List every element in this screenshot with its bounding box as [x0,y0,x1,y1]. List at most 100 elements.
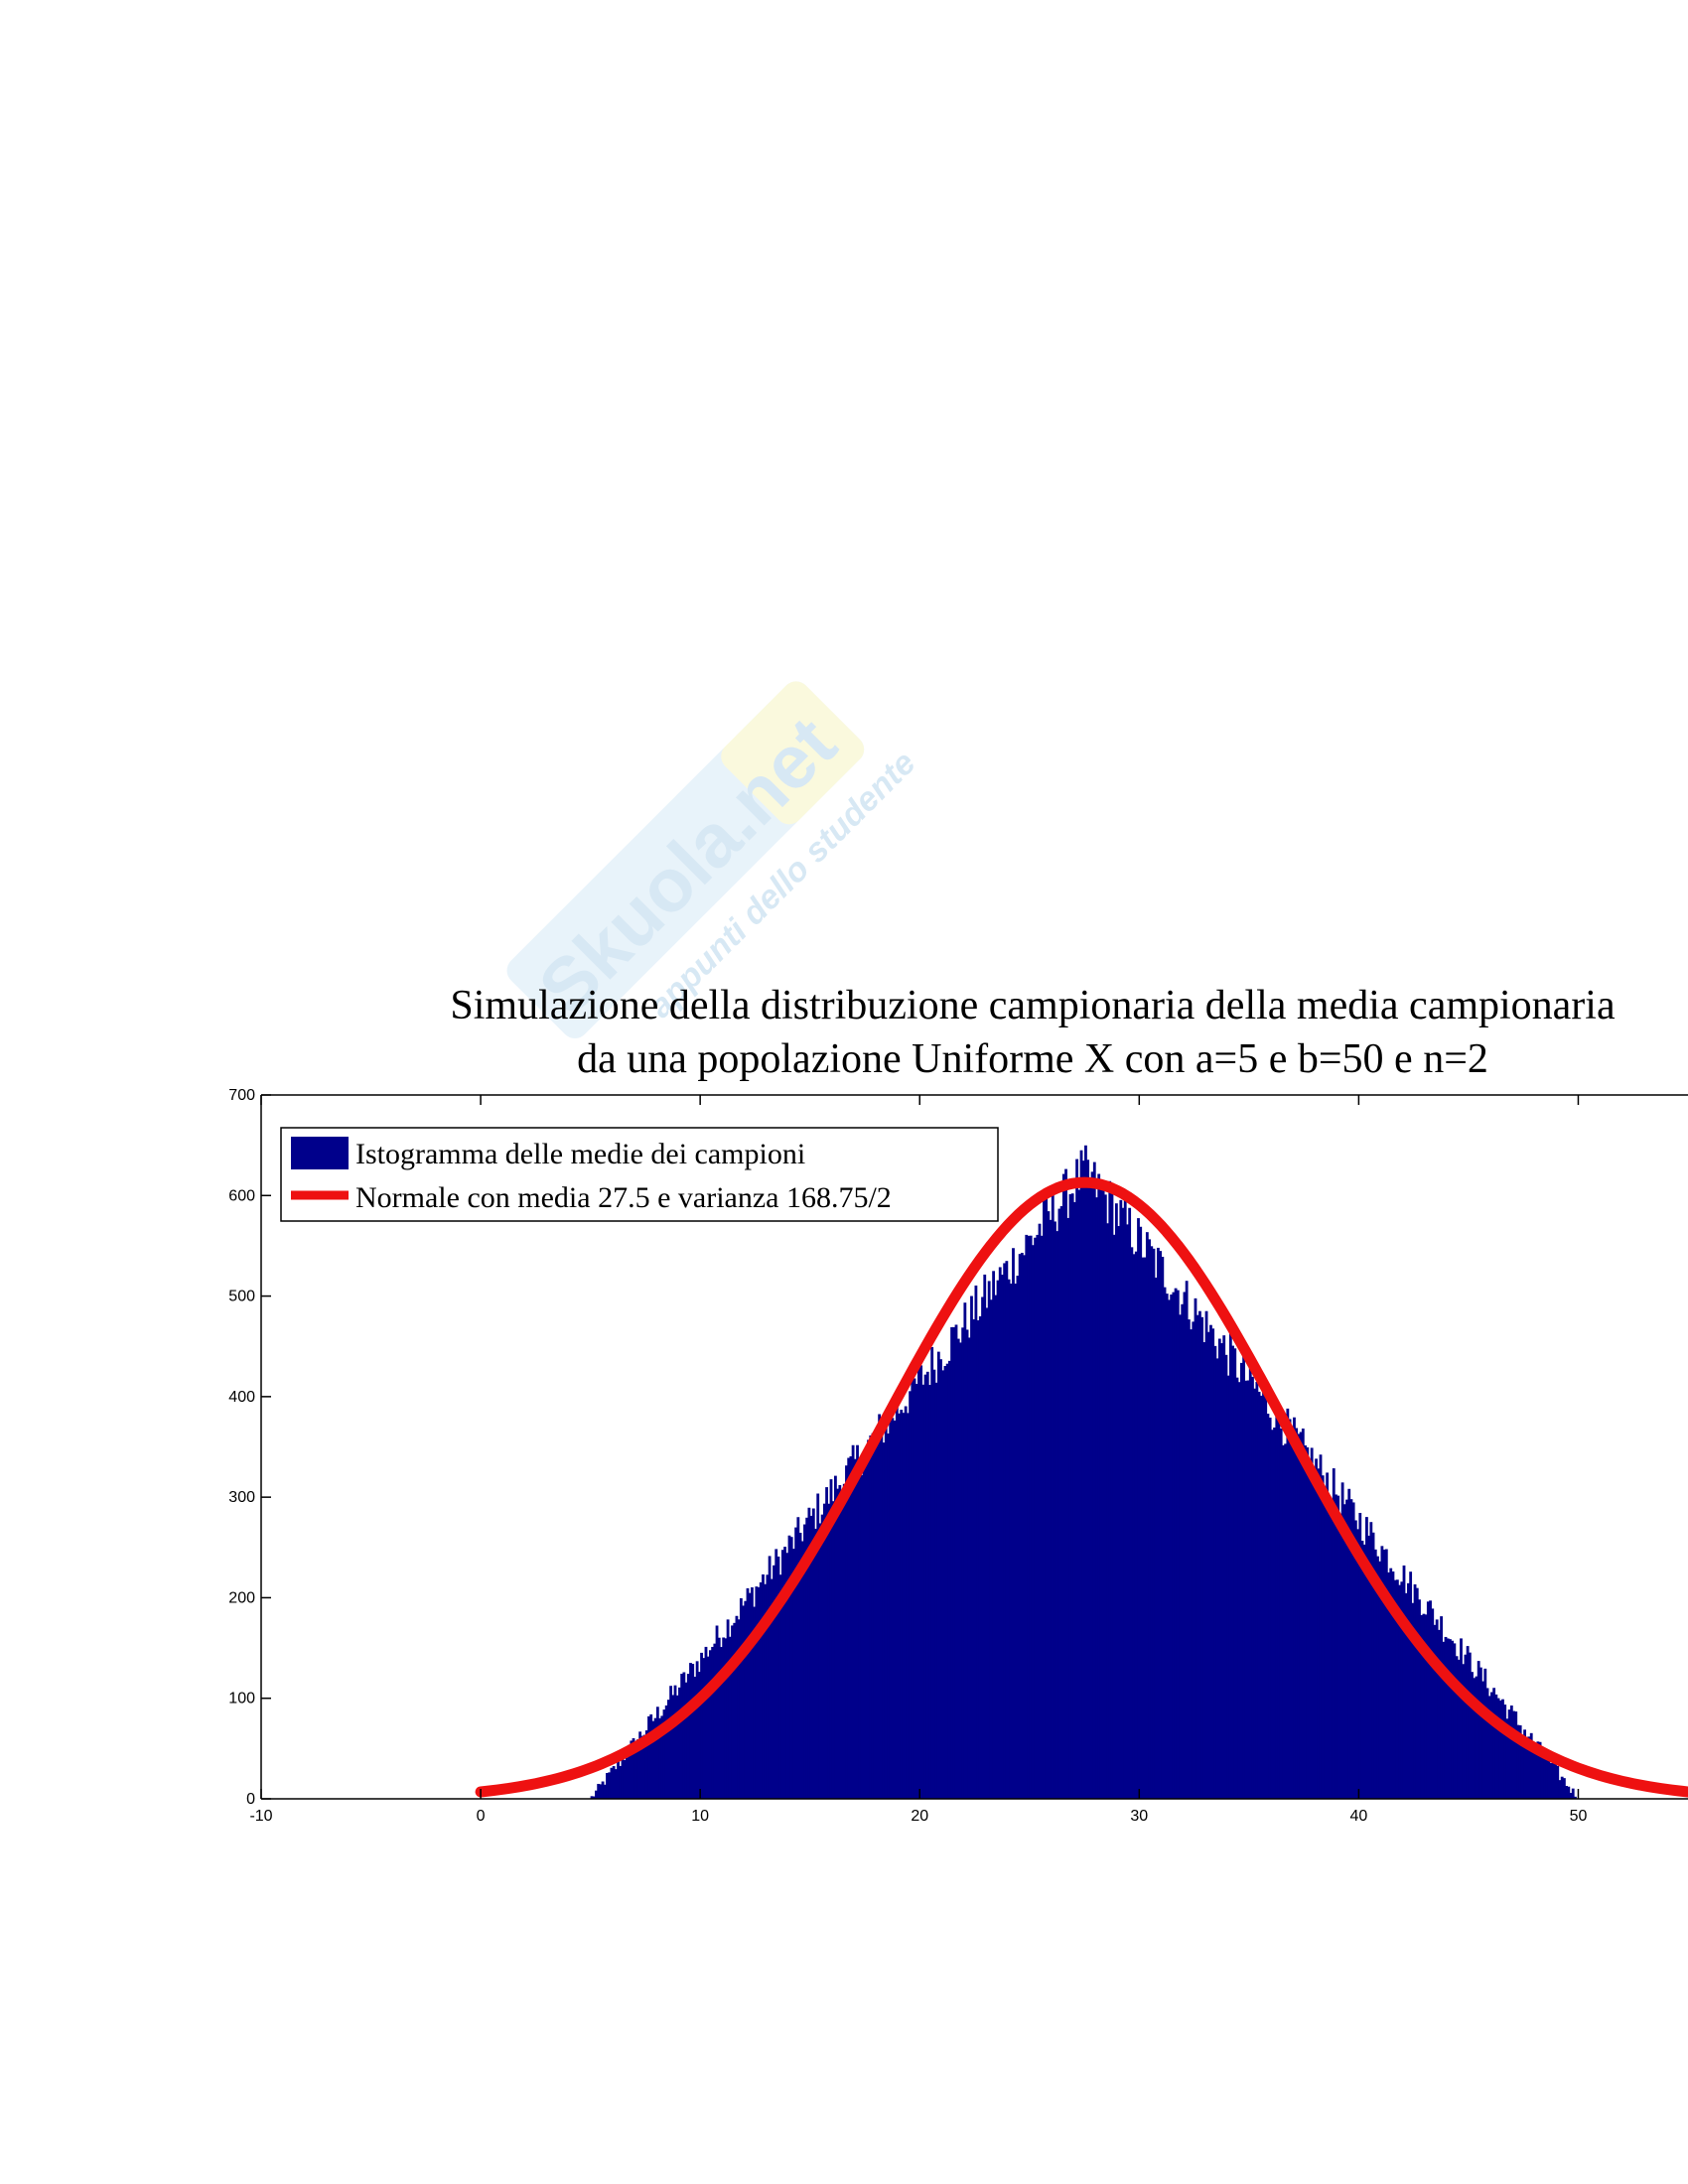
histogram-bar [746,1587,750,1799]
histogram-bar [1235,1377,1239,1799]
histogram-bar [884,1421,888,1799]
histogram-bar [820,1514,824,1799]
histogram-bar [1398,1584,1401,1799]
histogram-bar [1031,1245,1035,1799]
histogram-bar [660,1715,664,1799]
histogram-bar [1308,1472,1312,1799]
histogram-bar [1045,1196,1049,1799]
histogram-bar [610,1767,614,1799]
histogram-bar [1440,1616,1443,1799]
histogram-bar [1172,1292,1176,1799]
histogram-bar [992,1271,995,1799]
histogram-bar [1393,1579,1397,1799]
histogram-bar [1103,1194,1107,1799]
histogram-bar [1057,1208,1061,1799]
histogram-bar [693,1676,697,1799]
histogram-bar [805,1517,809,1799]
histogram-bar [1356,1529,1359,1799]
histogram-bar [849,1456,853,1799]
histogram-bar [770,1578,774,1799]
histogram-bar [1055,1231,1059,1799]
histogram-bar [898,1413,901,1799]
histogram-bar [1165,1294,1169,1799]
histogram-bar [1206,1331,1210,1799]
histogram-bar [921,1384,925,1799]
histogram-bar [1402,1565,1406,1799]
histogram-bar [1137,1218,1140,1799]
histogram-bar [647,1715,650,1799]
histogram-bar [608,1772,612,1799]
histogram-bar [1101,1187,1105,1799]
histogram-bar [803,1524,806,1799]
histogram-bar [1415,1587,1419,1799]
histogram-bar [1194,1297,1197,1799]
histogram-bar [1520,1734,1524,1799]
histogram-bar [1130,1247,1134,1799]
histogram-bar [1079,1150,1083,1799]
histogram-bar [597,1783,601,1799]
histogram-bar [1152,1248,1156,1799]
histogram-bar [1446,1638,1450,1799]
histogram-bar [720,1647,723,1799]
histogram-bar [762,1573,765,1799]
histogram-bar [695,1661,699,1799]
histogram-bar [880,1421,884,1799]
histogram-bar [1455,1656,1459,1799]
histogram-bar [1020,1252,1024,1799]
histogram-bar [1338,1513,1342,1799]
histogram-bar [1240,1362,1243,1799]
histogram-bar [1070,1193,1074,1799]
watermark-logo-accent [721,681,865,825]
histogram-bar [636,1739,639,1799]
histogram-bar [1536,1741,1540,1799]
legend-box [280,1127,999,1222]
histogram-bar [671,1695,675,1799]
histogram-bar [1049,1219,1053,1799]
watermark-logo-shape [506,681,865,1039]
histogram-bar [1051,1190,1055,1799]
histogram-bar [909,1391,912,1799]
histogram-bar [891,1418,895,1799]
histogram-bar [628,1744,632,1799]
histogram-bar [1204,1310,1208,1799]
histogram-bar [1023,1255,1026,1799]
x-tick-label: -10 [249,1808,272,1825]
histogram-bar [1453,1643,1457,1799]
histogram-bar [783,1547,786,1799]
histogram-bar [1220,1343,1223,1799]
histogram-bar [787,1535,791,1799]
histogram-bar [669,1686,673,1799]
histogram-bar [744,1600,748,1799]
histogram-bar [1503,1705,1507,1799]
histogram-bar [1179,1314,1182,1799]
histogram-bar [798,1533,802,1799]
histogram-bar [987,1281,991,1799]
histogram-bar [876,1428,879,1799]
histogram-bar [1099,1186,1103,1799]
histogram-bar [1413,1583,1417,1799]
histogram-bar [1371,1532,1375,1799]
histogram-bar [1532,1741,1535,1799]
histogram-bar [1560,1776,1564,1799]
histogram-bar [1279,1429,1283,1799]
histogram-bar [807,1507,811,1799]
histogram-bar [1362,1544,1366,1799]
histogram-bar [1558,1780,1562,1799]
histogram-bar [778,1574,782,1799]
histogram-bar [1038,1223,1042,1799]
histogram-bar [961,1327,965,1799]
histogram-bar [965,1329,969,1799]
histogram-bar [864,1447,868,1799]
histogram-bar [1411,1602,1415,1799]
histogram-bar [900,1410,904,1799]
histogram-bar [1181,1303,1185,1799]
histogram-bar [842,1483,846,1799]
histogram-bar [1117,1226,1121,1799]
histogram-bar [1126,1224,1129,1799]
histogram-bar [1391,1571,1395,1799]
histogram-bar [994,1295,998,1799]
histogram-bar [1420,1614,1424,1799]
histogram-bar [1284,1443,1288,1799]
